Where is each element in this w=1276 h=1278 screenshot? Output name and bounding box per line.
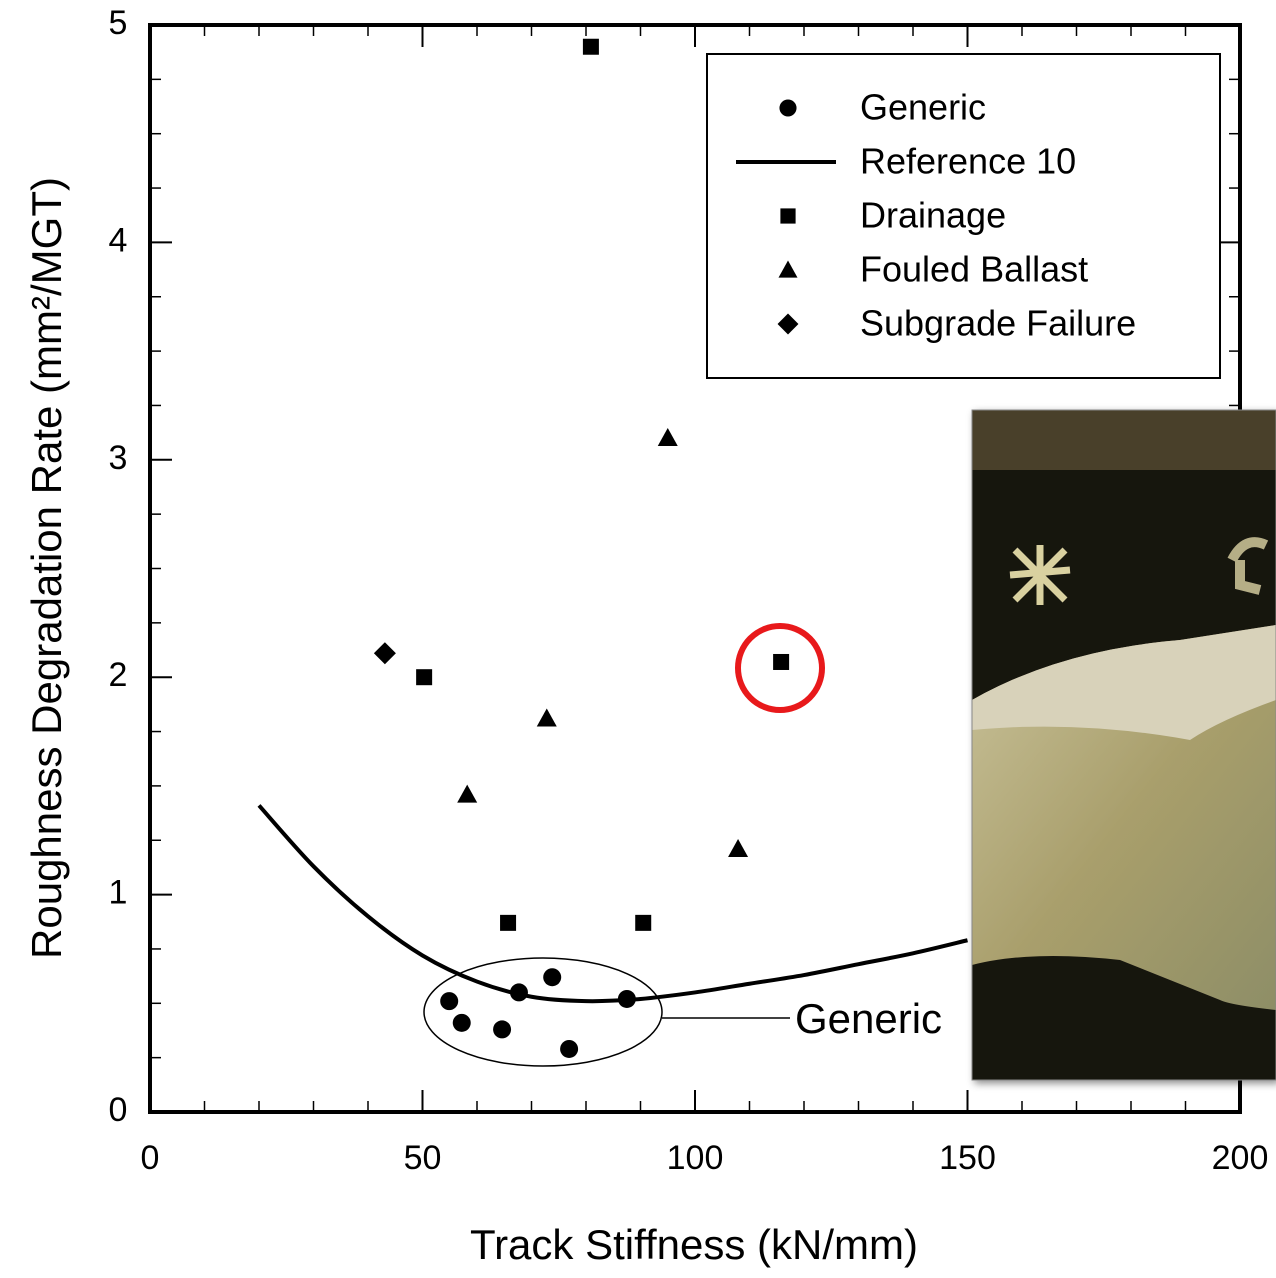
x-tick-label: 0 xyxy=(141,1139,160,1177)
point xyxy=(582,38,599,55)
point xyxy=(635,914,652,931)
legend-swatch xyxy=(779,99,797,117)
x-axis-label: Track Stiffness (kN/mm) xyxy=(470,1221,918,1268)
point xyxy=(440,992,459,1011)
photo-mark xyxy=(1009,545,1071,605)
point xyxy=(560,1039,579,1058)
cluster-ellipse xyxy=(423,957,663,1067)
point xyxy=(493,1020,512,1039)
legend-label: Drainage xyxy=(860,195,1006,236)
y-axis-label: Roughness Degradation Rate (mm²/MGT) xyxy=(23,177,70,959)
point xyxy=(543,968,562,987)
x-tick-label: 100 xyxy=(667,1139,724,1177)
legend-swatch xyxy=(778,260,798,278)
photo-tie-top xyxy=(972,625,1276,740)
y-tick-label: 4 xyxy=(109,221,128,259)
legend-label: Reference 10 xyxy=(860,141,1076,182)
y-tick-label: 1 xyxy=(109,874,128,912)
legend-label: Generic xyxy=(860,87,986,128)
legend-label: Fouled Ballast xyxy=(860,249,1088,290)
point xyxy=(452,1013,471,1032)
legend: Generic Reference 10 Drainage Fouled Ballas… xyxy=(736,87,1136,344)
point xyxy=(728,838,749,857)
photo-rail xyxy=(972,410,1276,470)
highlight-circle xyxy=(735,623,825,713)
point xyxy=(416,669,433,686)
y-tick-label: 3 xyxy=(109,439,128,477)
photo-frame xyxy=(971,409,1276,1081)
y-tick-label: 2 xyxy=(109,656,128,694)
x-tick-label: 50 xyxy=(404,1139,442,1177)
photo-inset xyxy=(971,409,1276,1081)
y-tick-label: 0 xyxy=(109,1091,128,1129)
legend-swatch xyxy=(777,313,799,335)
y-tick-label: 5 xyxy=(109,4,128,42)
legend-swatch xyxy=(780,208,796,224)
point xyxy=(373,642,396,665)
point xyxy=(457,784,478,803)
x-tick-label: 150 xyxy=(939,1139,996,1177)
photo-clip xyxy=(1227,537,1269,595)
annotation: Generic xyxy=(795,995,942,1042)
point xyxy=(657,428,678,447)
x-tick-label: 200 xyxy=(1212,1139,1269,1177)
point xyxy=(536,708,557,727)
reference-line xyxy=(257,804,968,1004)
point xyxy=(773,653,790,670)
legend-label: Subgrade Failure xyxy=(860,303,1136,344)
point xyxy=(500,914,517,931)
